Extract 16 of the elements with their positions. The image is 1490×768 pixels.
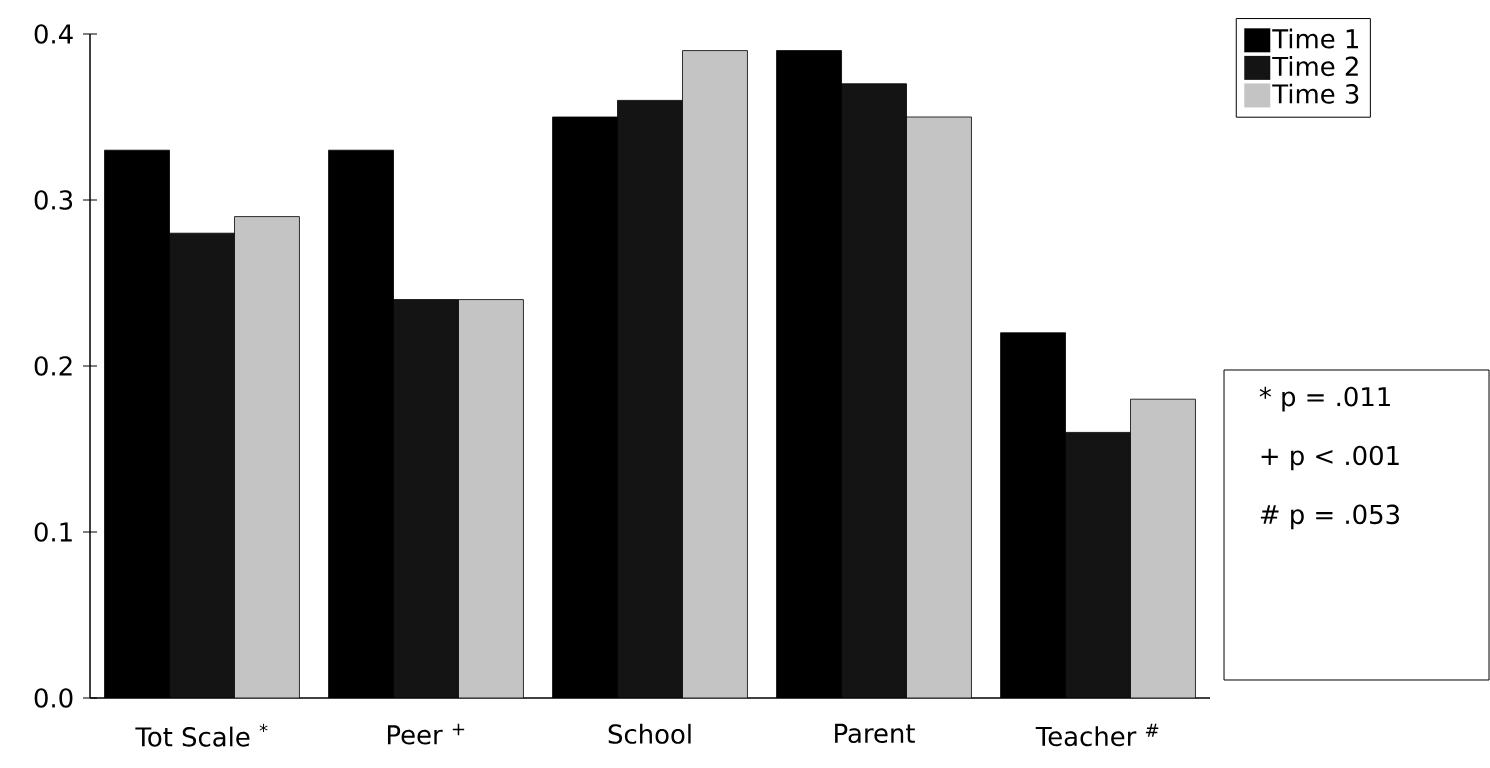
legend-label: Time 3 xyxy=(1272,83,1359,104)
x-tick-label: Parent xyxy=(835,723,915,744)
y-tick-label: 0.2 xyxy=(34,356,72,376)
y-tick-label: 0.3 xyxy=(34,190,73,210)
x-tick-label: Peer $^{+}$ xyxy=(387,723,465,745)
y-tick-label: 0.4 xyxy=(34,24,73,44)
x-tick-label: Tot Scale $^{*}$ xyxy=(135,723,268,747)
y-tick-label: 0.1 xyxy=(34,522,72,542)
text: * p = .011 xyxy=(1259,386,1390,412)
legend-label: Time 2 xyxy=(1272,56,1358,77)
text: # p = .053 xyxy=(1260,504,1399,530)
x-tick-label: School xyxy=(608,723,691,744)
text: + p < .001 xyxy=(1261,445,1399,471)
legend-label: Time 1 xyxy=(1272,28,1358,49)
y-tick-label: 0.0 xyxy=(34,688,73,708)
x-tick-label: Teacher $^{#}$ xyxy=(1035,723,1159,747)
